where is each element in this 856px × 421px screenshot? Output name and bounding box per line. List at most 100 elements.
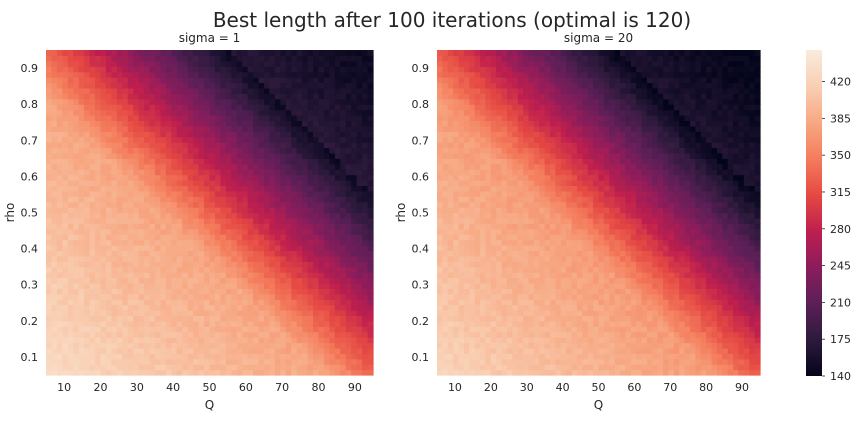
heatmap-cell xyxy=(523,326,530,333)
heatmap-cell xyxy=(367,142,374,149)
heatmap-cell xyxy=(517,250,524,257)
heatmap-cell xyxy=(258,223,265,230)
heatmap-cell xyxy=(528,255,535,262)
heatmap-cell xyxy=(84,131,91,138)
heatmap-cell xyxy=(144,331,151,338)
heatmap-cell xyxy=(204,142,211,149)
heatmap-cell xyxy=(523,272,530,279)
heatmap-cell xyxy=(144,158,151,165)
heatmap-cell xyxy=(318,326,325,333)
heatmap-cell xyxy=(247,277,254,284)
heatmap-cell xyxy=(356,66,363,73)
heatmap-cell xyxy=(198,142,205,149)
heatmap-cell xyxy=(73,201,80,208)
heatmap-cell xyxy=(247,369,254,376)
heatmap-cell xyxy=(78,277,85,284)
heatmap-cell xyxy=(133,358,140,365)
heatmap-cell xyxy=(187,234,194,241)
heatmap-cell xyxy=(187,228,194,235)
heatmap-cell xyxy=(160,369,167,376)
heatmap-cell xyxy=(138,304,145,311)
heatmap-cell xyxy=(307,282,314,289)
heatmap-cell xyxy=(474,77,481,84)
heatmap-cell xyxy=(517,234,524,241)
heatmap-cell xyxy=(329,353,336,360)
heatmap-cell xyxy=(198,299,205,306)
heatmap-cell xyxy=(116,223,123,230)
heatmap-cell xyxy=(269,228,276,235)
heatmap-cell xyxy=(517,131,524,138)
heatmap-cell xyxy=(84,136,91,143)
heatmap-cell xyxy=(334,217,341,224)
heatmap-cell xyxy=(280,77,287,84)
heatmap-cell xyxy=(340,109,347,116)
heatmap-cell xyxy=(122,152,129,159)
heatmap-cell xyxy=(144,87,151,94)
heatmap-cell xyxy=(111,326,118,333)
heatmap-cell xyxy=(193,277,200,284)
heatmap-cell xyxy=(73,245,80,252)
heatmap-cell xyxy=(533,158,540,165)
heatmap-cell xyxy=(329,163,336,170)
heatmap-cell xyxy=(144,190,151,197)
heatmap-cell xyxy=(506,299,513,306)
heatmap-cell xyxy=(269,163,276,170)
heatmap-cell xyxy=(258,207,265,214)
heatmap-cell xyxy=(105,299,112,306)
heatmap-cell xyxy=(442,147,449,154)
heatmap-cell xyxy=(485,142,492,149)
heatmap-cell xyxy=(480,304,487,311)
heatmap-cell xyxy=(318,369,325,376)
heatmap-cell xyxy=(171,315,178,322)
heatmap-cell xyxy=(127,163,134,170)
heatmap-cell xyxy=(116,320,123,327)
heatmap-cell xyxy=(253,109,260,116)
heatmap-cell xyxy=(334,185,341,192)
heatmap-cell xyxy=(193,293,200,300)
heatmap-cell xyxy=(512,77,519,84)
heatmap-cell xyxy=(138,66,145,73)
heatmap-cell xyxy=(236,315,243,322)
heatmap-cell xyxy=(204,228,211,235)
heatmap-cell xyxy=(138,131,145,138)
heatmap-cell xyxy=(307,196,314,203)
heatmap-cell xyxy=(329,136,336,143)
heatmap-cell xyxy=(62,315,69,322)
heatmap-cell xyxy=(539,347,546,354)
heatmap-cell xyxy=(329,369,336,376)
heatmap-cell xyxy=(340,228,347,235)
heatmap-cell xyxy=(323,331,330,338)
heatmap-cell xyxy=(46,55,53,62)
heatmap-cell xyxy=(204,326,211,333)
heatmap-cell xyxy=(528,87,535,94)
heatmap-cell xyxy=(149,282,156,289)
heatmap-cell xyxy=(453,234,460,241)
heatmap-cell xyxy=(84,207,91,214)
heatmap-cell xyxy=(155,82,162,89)
heatmap-cell xyxy=(313,245,320,252)
heatmap-cell xyxy=(193,190,200,197)
heatmap-cell xyxy=(182,66,189,73)
heatmap-cell xyxy=(133,212,140,219)
heatmap-cell xyxy=(490,109,497,116)
heatmap-cell xyxy=(111,136,118,143)
heatmap-cell xyxy=(214,353,221,360)
heatmap-cell xyxy=(458,245,465,252)
heatmap-cell xyxy=(340,131,347,138)
heatmap-cell xyxy=(302,320,309,327)
heatmap-cell xyxy=(302,131,309,138)
heatmap-cell xyxy=(56,320,63,327)
heatmap-cell xyxy=(442,120,449,127)
heatmap-cell xyxy=(133,277,140,284)
heatmap-cell xyxy=(264,315,271,322)
heatmap-cell xyxy=(95,326,102,333)
heatmap-cell xyxy=(367,347,374,354)
heatmap-cell xyxy=(539,234,546,241)
heatmap-cell xyxy=(253,331,260,338)
heatmap-cell xyxy=(367,180,374,187)
heatmap-cell xyxy=(253,272,260,279)
heatmap-cell xyxy=(100,266,107,273)
heatmap-cell xyxy=(442,163,449,170)
heatmap-cell xyxy=(138,266,145,273)
heatmap-cell xyxy=(171,364,178,371)
